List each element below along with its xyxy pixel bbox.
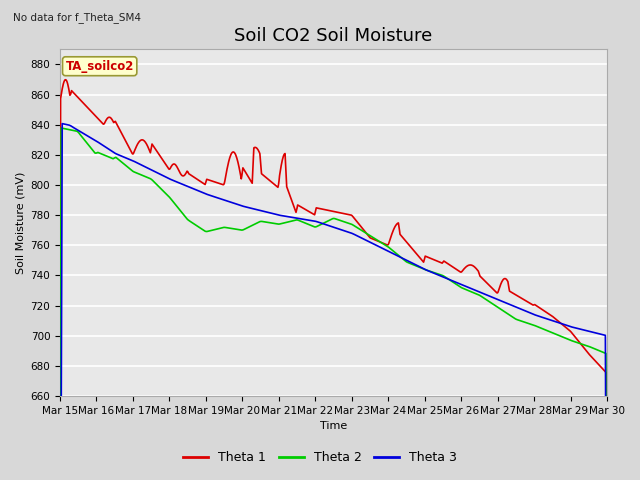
Theta 3 bbox=[298, 216, 305, 222]
Theta 3 bbox=[483, 292, 491, 298]
Theta 2 bbox=[493, 304, 500, 310]
Theta 1 bbox=[483, 280, 491, 286]
Theta 3 bbox=[433, 271, 440, 277]
Theta 3 bbox=[113, 151, 120, 157]
Line: Theta 2: Theta 2 bbox=[60, 128, 607, 480]
Theta 1 bbox=[493, 290, 500, 296]
X-axis label: Time: Time bbox=[320, 421, 347, 432]
Text: No data for f_Theta_SM4: No data for f_Theta_SM4 bbox=[13, 12, 141, 23]
Text: TA_soilco2: TA_soilco2 bbox=[65, 60, 134, 73]
Theta 1 bbox=[433, 258, 440, 264]
Theta 1 bbox=[113, 120, 120, 126]
Theta 3 bbox=[493, 296, 500, 302]
Y-axis label: Soil Moisture (mV): Soil Moisture (mV) bbox=[15, 171, 25, 274]
Theta 2 bbox=[298, 219, 305, 225]
Theta 1 bbox=[61, 77, 69, 83]
Theta 2 bbox=[433, 270, 440, 276]
Legend: Theta 1, Theta 2, Theta 3: Theta 1, Theta 2, Theta 3 bbox=[178, 446, 462, 469]
Line: Theta 3: Theta 3 bbox=[60, 124, 607, 480]
Title: Soil CO2 Soil Moisture: Soil CO2 Soil Moisture bbox=[234, 27, 433, 45]
Theta 1 bbox=[298, 204, 305, 210]
Theta 2 bbox=[278, 221, 285, 227]
Theta 2 bbox=[483, 297, 491, 303]
Theta 2 bbox=[113, 155, 120, 161]
Theta 1 bbox=[278, 160, 285, 166]
Theta 2 bbox=[58, 125, 65, 131]
Theta 3 bbox=[58, 121, 66, 127]
Line: Theta 1: Theta 1 bbox=[60, 80, 607, 480]
Theta 3 bbox=[278, 213, 285, 218]
